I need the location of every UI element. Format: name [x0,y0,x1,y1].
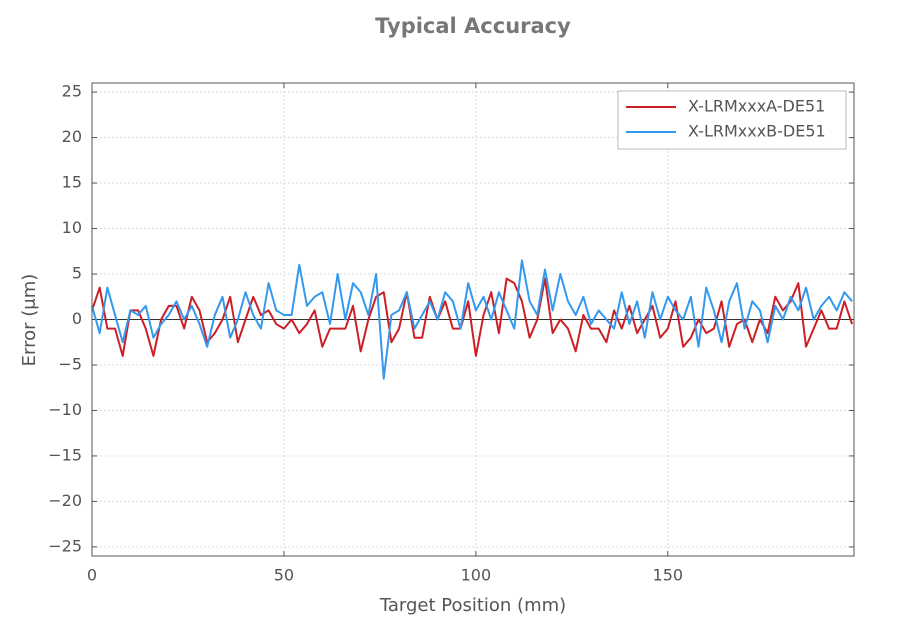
legend: X-LRMxxxA-DE51 X-LRMxxxB-DE51 [617,90,847,150]
y-tick-label: 15 [62,173,82,192]
y-tick-label: −15 [48,445,82,464]
x-tick-label: 0 [87,566,97,585]
x-tick-label: 100 [461,566,492,585]
x-axis-label: Target Position (mm) [379,595,566,616]
y-tick-label: −25 [48,536,82,555]
y-tick-label: −20 [48,491,82,510]
y-tick-label: 5 [72,264,82,283]
x-tick-label: 50 [274,566,294,585]
y-tick-label: −5 [58,354,82,373]
y-tick-label: 25 [62,82,82,101]
plot-frame [91,82,855,557]
legend-label: X-LRMxxxB-DE51 [688,122,826,141]
y-tick-label: 20 [62,127,82,146]
y-tick-label: 0 [72,309,82,328]
y-tick-label: −10 [48,400,82,419]
series-line [91,259,853,380]
y-tick-label: 10 [62,218,82,237]
y-axis-label: Error (μm) [19,274,40,367]
chart-title: Typical Accuracy [375,14,571,38]
legend-label: X-LRMxxxA-DE51 [688,97,825,116]
x-tick-label: 150 [653,566,684,585]
legend-box [617,90,847,150]
